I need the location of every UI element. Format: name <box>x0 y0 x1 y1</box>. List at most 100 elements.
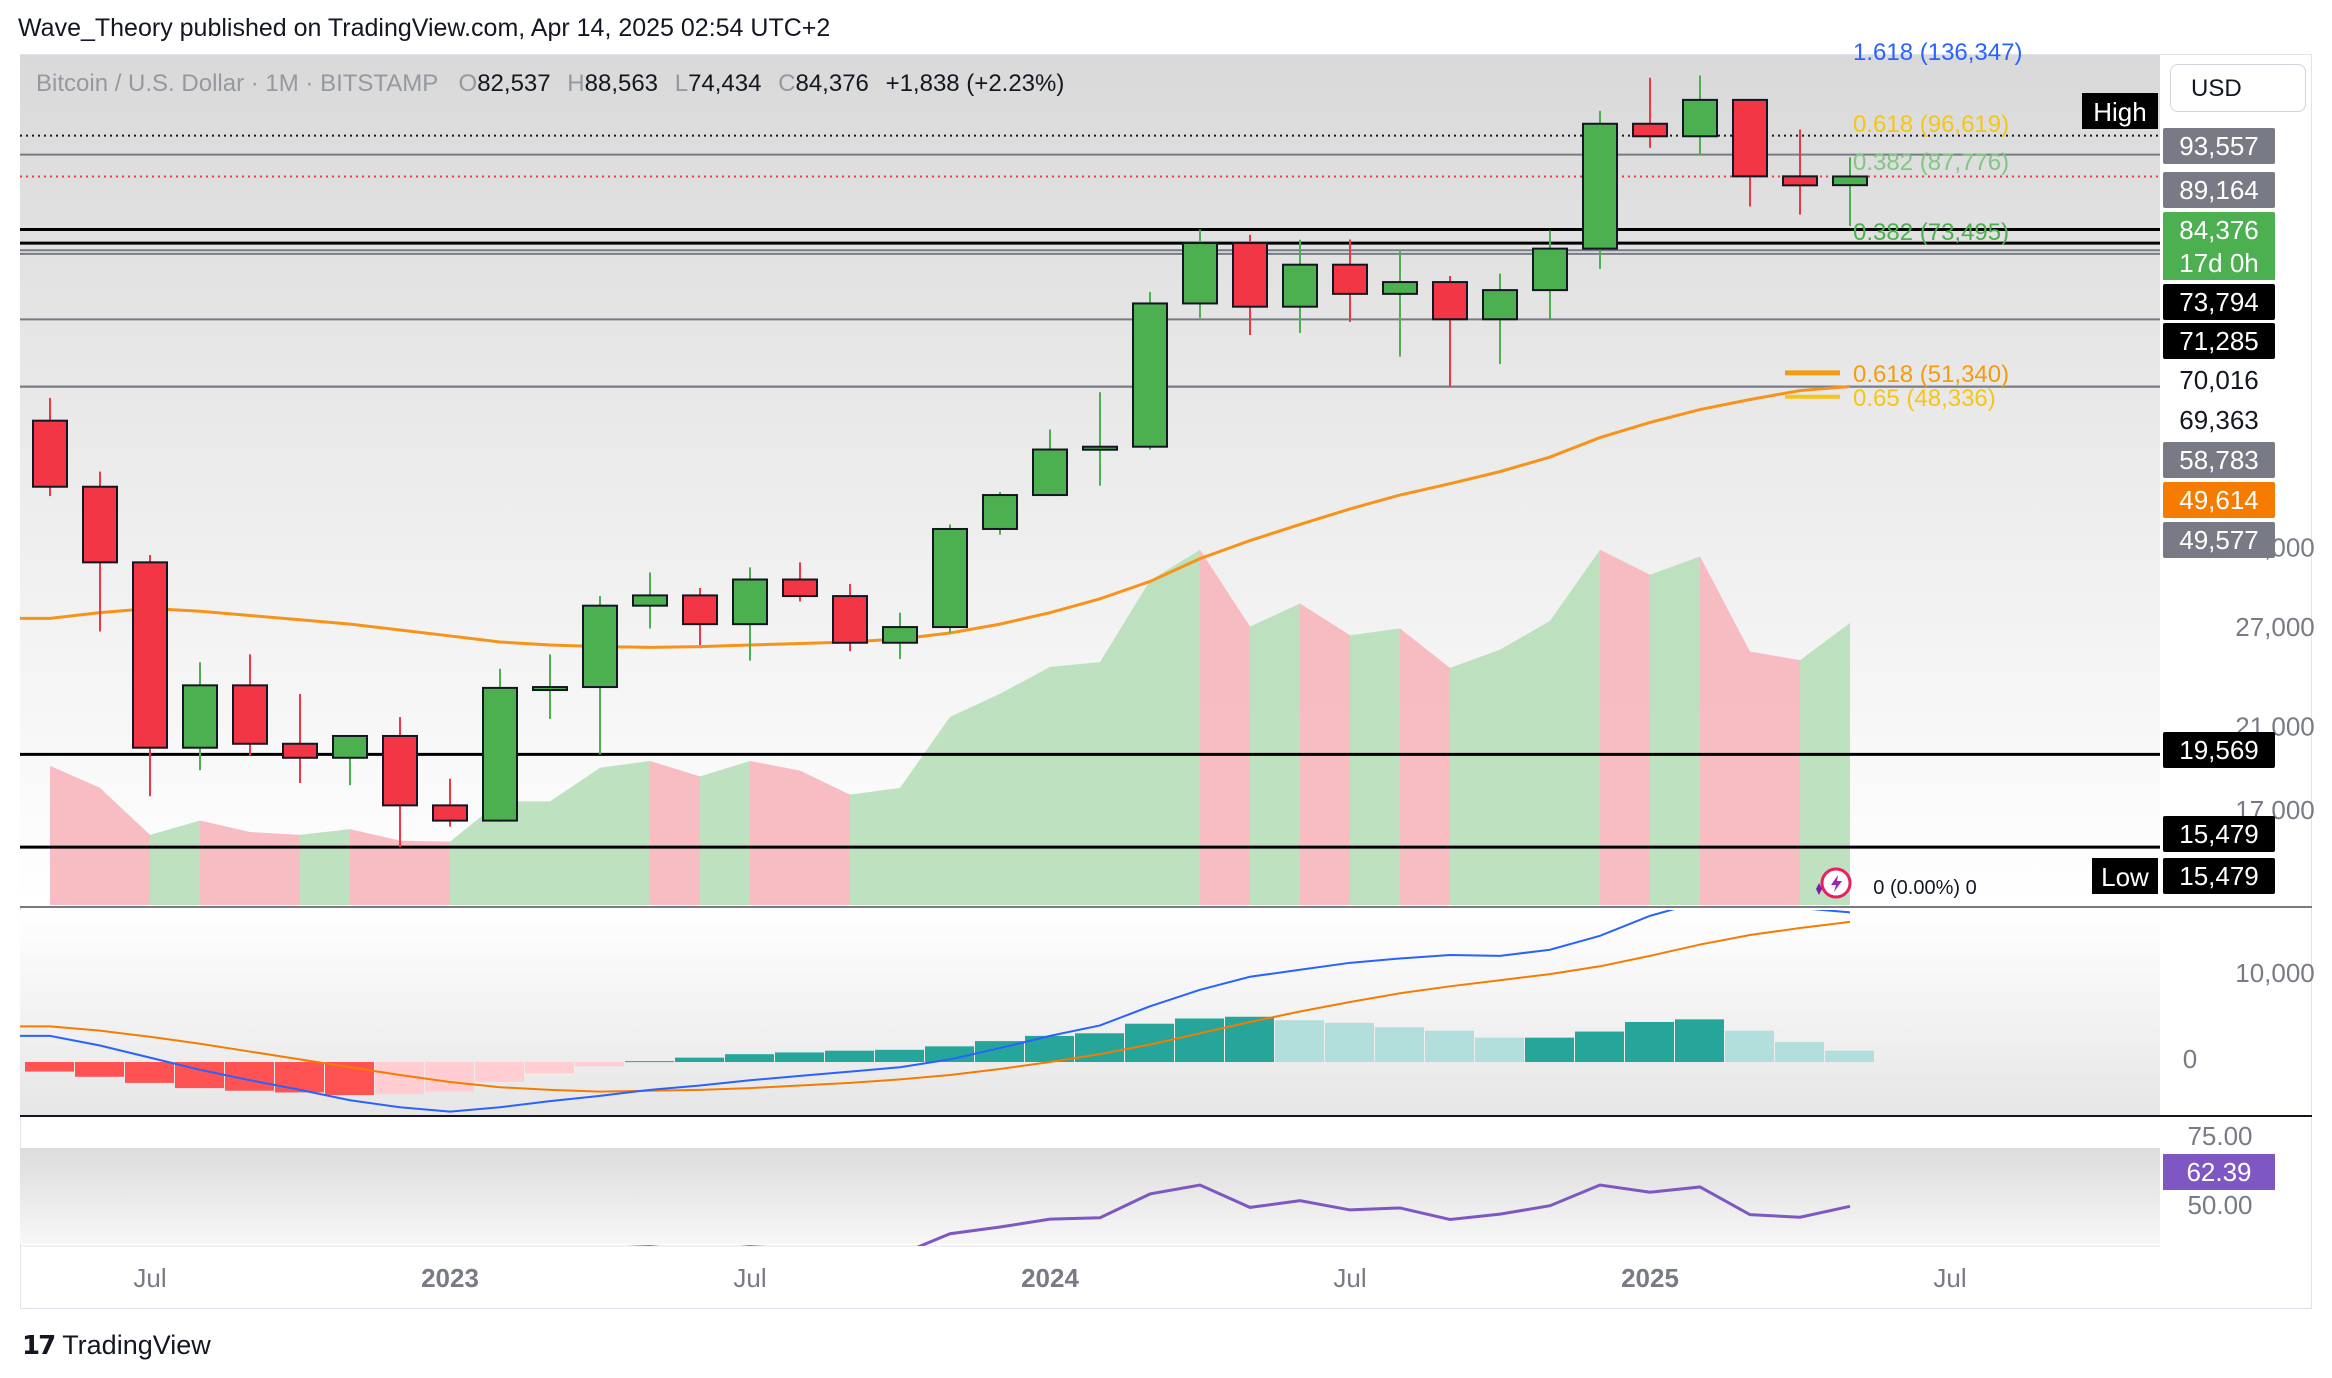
price-level-badge-bg <box>2163 172 2275 208</box>
background-area-segment <box>200 820 250 905</box>
time-axis-label: Jul <box>1933 1263 1966 1293</box>
candle-body[interactable] <box>1532 247 1568 292</box>
background-area-segment <box>350 829 400 905</box>
replay-icon[interactable] <box>1816 867 1852 899</box>
candle-body[interactable] <box>932 527 968 629</box>
candle-body[interactable] <box>532 686 568 692</box>
high-value: 88,563 <box>584 70 659 97</box>
macd-histogram-bar <box>1725 1030 1774 1062</box>
fib-level-label: 0.382 (87,776) <box>1853 149 2009 176</box>
close-label: C <box>778 70 796 97</box>
macd-axis-tick: 0 <box>2183 1044 2197 1074</box>
currency-selector[interactable]: USD <box>2170 64 2306 112</box>
macd-histogram-bar <box>425 1062 474 1092</box>
candle-body[interactable] <box>1632 122 1668 138</box>
macd-histogram-bar <box>1275 1020 1324 1062</box>
open-label: O <box>458 70 478 97</box>
background-area-segment <box>600 761 650 905</box>
candle-body[interactable] <box>1682 98 1718 138</box>
background-area-segment <box>1200 549 1250 905</box>
candle-body[interactable] <box>1432 281 1468 321</box>
price-level-badge-bg <box>2163 128 2275 164</box>
price-level-badge: 89,164 <box>2179 175 2259 205</box>
macd-histogram-bar <box>125 1062 174 1083</box>
macd-histogram-bar <box>25 1062 74 1072</box>
price-level-badge: 93,557 <box>2179 131 2259 161</box>
change-value: +1,838 (+2.23%) <box>885 70 1065 97</box>
candle-body[interactable] <box>982 494 1018 530</box>
candle-body[interactable] <box>682 594 718 626</box>
macd-histogram-bar <box>1675 1019 1724 1062</box>
countdown-badge: 17d 0h <box>2179 248 2259 278</box>
tradingview-footer[interactable]: 𝟭𝟳 TradingView <box>22 1330 211 1361</box>
rsi-value-badge: 62.39 <box>2186 1157 2251 1187</box>
price-level-badge: 49,577 <box>2179 525 2259 555</box>
candle-body[interactable] <box>832 595 868 644</box>
close-value: 84,376 <box>795 70 869 97</box>
candle-body[interactable] <box>1332 263 1368 295</box>
time-axis-label: 2025 <box>1621 1263 1679 1293</box>
candle-body[interactable] <box>1232 242 1268 308</box>
background-area-segment <box>450 801 500 905</box>
candle-body[interactable] <box>482 686 518 822</box>
candle-body[interactable] <box>1032 448 1068 497</box>
candle-body[interactable] <box>1082 445 1118 451</box>
background-area-segment <box>1650 556 1700 905</box>
price-level-badge: 15,479 <box>2179 819 2259 849</box>
candle-body[interactable] <box>1382 281 1418 295</box>
candle-body[interactable] <box>182 684 218 749</box>
candle-body[interactable] <box>782 578 818 598</box>
macd-histogram-bar <box>925 1046 974 1062</box>
macd-histogram-bar <box>1525 1037 1574 1062</box>
candle-body[interactable] <box>1132 302 1168 448</box>
macd-histogram-bar <box>1175 1018 1224 1062</box>
time-axis-label: Jul <box>133 1263 166 1293</box>
open-value: 82,537 <box>477 70 551 97</box>
candle-body[interactable] <box>432 804 468 822</box>
price-level-badge: 71,285 <box>2179 326 2259 356</box>
macd-histogram-bar <box>575 1062 624 1067</box>
candle-body[interactable] <box>582 604 618 689</box>
price-axis-tick: 27,000 <box>2235 612 2315 642</box>
candle-body[interactable] <box>632 594 668 607</box>
candle-body[interactable] <box>1832 175 1868 187</box>
macd-histogram-bar <box>75 1062 124 1077</box>
macd-histogram-bar <box>525 1062 574 1074</box>
candle-body[interactable] <box>1582 122 1618 250</box>
candle-body[interactable] <box>1282 263 1318 308</box>
fib-level-label: 0.618 (51,340) <box>1853 361 2009 388</box>
candle-body[interactable] <box>882 626 918 644</box>
macd-signal-line <box>20 920 1851 1093</box>
macd-histogram-bar <box>1475 1037 1524 1062</box>
candle-body[interactable] <box>132 561 168 749</box>
price-level-badge: 58,783 <box>2179 445 2259 475</box>
price-level-badge: 84,376 <box>2179 215 2259 245</box>
background-area-segment <box>1500 620 1550 905</box>
candle-body[interactable] <box>282 742 318 759</box>
price-level-badge-bg <box>2163 442 2275 478</box>
price-level-badge-bg <box>2163 402 2275 438</box>
candle-body[interactable] <box>382 734 418 807</box>
background-area-segment <box>1100 580 1150 905</box>
background-area-segment <box>1000 666 1050 905</box>
high-label: H <box>567 70 585 97</box>
fib-level-label: 1.618 (136,347) <box>1853 39 2022 66</box>
background-area-segment <box>700 761 750 905</box>
candle-body[interactable] <box>332 734 368 759</box>
candle-body[interactable] <box>732 578 768 626</box>
background-area-segment <box>1800 622 1850 905</box>
candle-body[interactable] <box>32 419 68 488</box>
macd-histogram-bar <box>1225 1016 1274 1062</box>
background-area-segment <box>750 761 800 905</box>
candle-body[interactable] <box>82 485 118 564</box>
low-change-label: 0 (0.00%) 0 <box>1873 877 1976 899</box>
candle-body[interactable] <box>1732 98 1768 178</box>
candle-body[interactable] <box>1782 175 1818 187</box>
background-area-segment <box>150 820 200 905</box>
candle-body[interactable] <box>1482 289 1518 321</box>
macd-histogram-bar <box>775 1052 824 1062</box>
background-area-segment <box>250 832 300 905</box>
candle-body[interactable] <box>1182 242 1218 305</box>
candle-body[interactable] <box>232 684 268 745</box>
